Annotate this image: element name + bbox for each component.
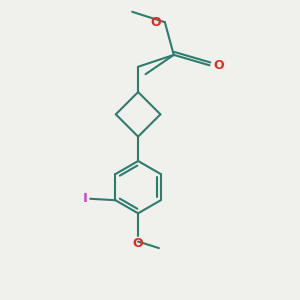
Text: O: O	[133, 237, 143, 250]
Text: O: O	[151, 16, 161, 29]
Text: O: O	[213, 59, 224, 72]
Text: I: I	[82, 192, 87, 205]
